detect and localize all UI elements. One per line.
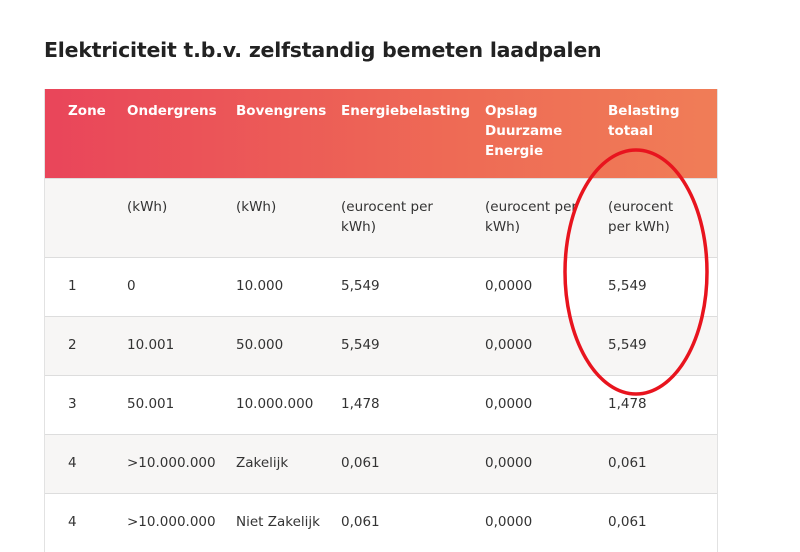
table-cell: >10.000.000 <box>127 455 216 471</box>
table-cell: 0,0000 <box>485 396 533 412</box>
table-cell: 0,0000 <box>485 337 533 353</box>
table-cell: Zakelijk <box>236 455 289 471</box>
table-row: 4 >10.000.000 Niet Zakelijk 0,061 0,0000 0,06… <box>45 493 717 552</box>
header-energiebelasting: Energiebelasting <box>341 103 471 119</box>
header-bovengrens: Bovengrens <box>236 103 327 119</box>
table-cell: 10.000 <box>236 278 284 294</box>
unit-cell: (kWh) <box>127 199 168 215</box>
page-title: Elektriciteit t.b.v. zelfstandig bemeten… <box>44 38 602 62</box>
unit-cell: (kWh) <box>236 199 277 215</box>
table-cell: 1,478 <box>341 396 380 412</box>
unit-cell: (eurocent per kWh) <box>485 199 577 235</box>
table-cell: 0,0000 <box>485 514 533 530</box>
table-cell: 0,061 <box>608 514 647 530</box>
table-cell: 4 <box>68 455 77 471</box>
table-row: 3 50.001 10.000.000 1,478 0,0000 1,478 <box>45 375 717 434</box>
table-cell: 10.001 <box>127 337 175 353</box>
table-cell: 5,549 <box>608 337 647 353</box>
table-cell: 0,061 <box>341 455 380 471</box>
header-belasting-totaal: Belasting totaal <box>608 103 680 139</box>
table-cell: Niet Zakelijk <box>236 514 320 530</box>
table-cell: 0 <box>127 278 136 294</box>
table-cell: 0,0000 <box>485 278 533 294</box>
table-cell: 1 <box>68 278 77 294</box>
table-row: 4 >10.000.000 Zakelijk 0,061 0,0000 0,061 <box>45 434 717 493</box>
table-cell: 0,061 <box>341 514 380 530</box>
unit-cell: (eurocent per kWh) <box>341 199 433 235</box>
table-cell: 5,549 <box>608 278 647 294</box>
units-row: (kWh) (kWh) (eurocent per kWh) (eurocent… <box>45 178 717 257</box>
table-cell: 5,549 <box>341 278 380 294</box>
table-cell: 10.000.000 <box>236 396 314 412</box>
table-cell: 50.001 <box>127 396 175 412</box>
header-ondergrens: Ondergrens <box>127 103 217 119</box>
table-cell: 50.000 <box>236 337 284 353</box>
table-cell: 0,061 <box>608 455 647 471</box>
table-cell: 3 <box>68 396 77 412</box>
table-cell: 1,478 <box>608 396 647 412</box>
header-opslag: Opslag Duurzame Energie <box>485 103 563 159</box>
header-zone: Zone <box>68 103 106 119</box>
table-header: Zone Ondergrens Bovengrens Energiebelast… <box>45 89 717 178</box>
table-row: 1 0 10.000 5,549 0,0000 5,549 <box>45 257 717 316</box>
table-cell: 0,0000 <box>485 455 533 471</box>
table-row: 2 10.001 50.000 5,549 0,0000 5,549 <box>45 316 717 375</box>
table-cell: 4 <box>68 514 77 530</box>
tax-table: Zone Ondergrens Bovengrens Energiebelast… <box>44 89 718 552</box>
table-cell: 5,549 <box>341 337 380 353</box>
unit-cell: (eurocent per kWh) <box>608 199 674 235</box>
table-cell: >10.000.000 <box>127 514 216 530</box>
table-cell: 2 <box>68 337 77 353</box>
